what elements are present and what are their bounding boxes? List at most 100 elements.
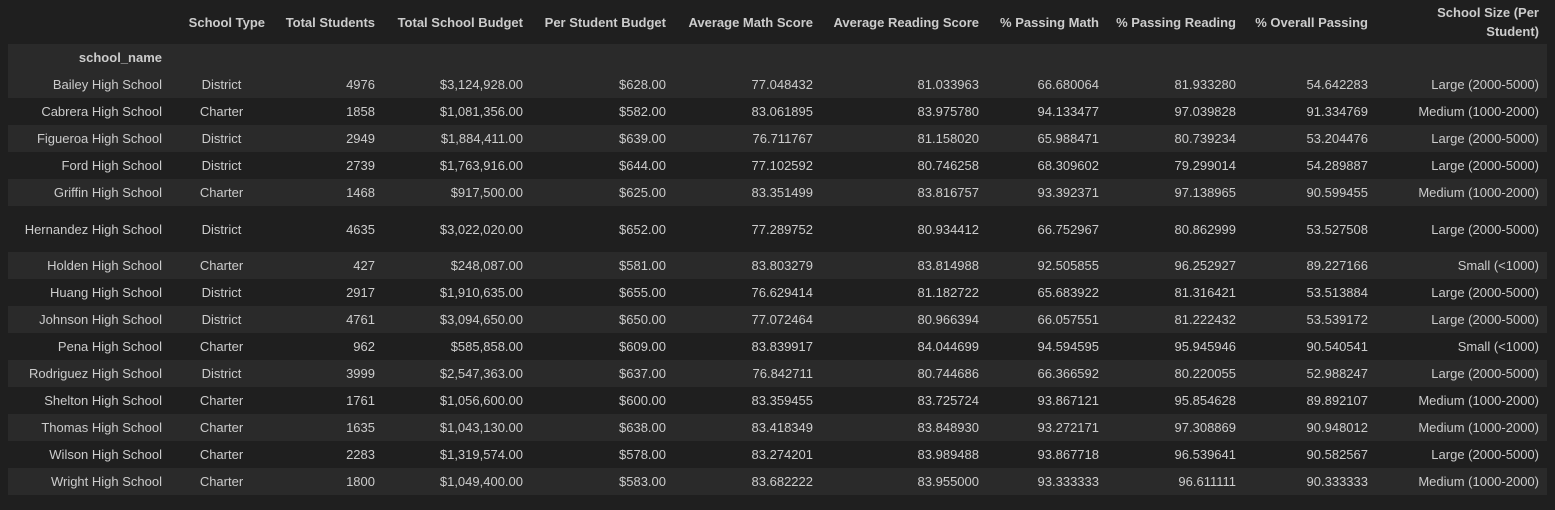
row-index-school-name: Wright High School xyxy=(50,474,162,489)
row-index-school-name: Cabrera High School xyxy=(41,104,162,119)
table-cell: District xyxy=(201,285,242,300)
table-cell: 80.934412 xyxy=(917,221,979,237)
table-cell: 76.629414 xyxy=(751,285,813,300)
table-cell: 96.252927 xyxy=(1174,258,1236,273)
column-header: Total Students xyxy=(285,14,375,30)
table-cell: 65.683922 xyxy=(1037,285,1099,300)
table-cell: $3,022,020.00 xyxy=(439,221,523,237)
table-cell: 2917 xyxy=(346,285,375,300)
table-row: Bailey High School District 4976 $3,124,928… xyxy=(8,71,1547,98)
table-row: Thomas High School Charter 1635 $1,043,130.… xyxy=(8,414,1547,441)
table-cell: 95.854628 xyxy=(1174,393,1236,408)
table-cell: Large (2000-5000) xyxy=(1431,312,1539,327)
table-row: Wright High School Charter 1800 $1,049,400.… xyxy=(8,468,1547,495)
table-cell: $638.00 xyxy=(619,420,666,435)
table-cell: 80.744686 xyxy=(917,366,979,381)
row-index-school-name: Wilson High School xyxy=(49,447,162,462)
table-cell: $248,087.00 xyxy=(450,258,523,273)
table-cell: $609.00 xyxy=(619,339,666,354)
column-header: Per Student Budget xyxy=(544,14,666,30)
table-cell: $1,043,130.00 xyxy=(439,420,523,435)
column-header: Average Reading Score xyxy=(833,14,979,30)
table-cell: 66.057551 xyxy=(1037,312,1099,327)
table-cell: $3,124,928.00 xyxy=(439,77,523,92)
table-cell: 84.044699 xyxy=(917,339,979,354)
table-cell: Large (2000-5000) xyxy=(1431,447,1539,462)
table-cell: 66.680064 xyxy=(1037,77,1099,92)
table-cell: 83.989488 xyxy=(917,447,979,462)
table-cell: 53.527508 xyxy=(1306,221,1368,237)
table-cell: 53.204476 xyxy=(1306,131,1368,146)
table-cell: 93.867121 xyxy=(1037,393,1099,408)
table-cell: Medium (1000-2000) xyxy=(1418,420,1539,435)
dataframe-output: School Type Total Students Total School … xyxy=(8,0,1547,495)
table-row: Figueroa High School District 2949 $1,884,4… xyxy=(8,125,1547,152)
table-cell: 90.948012 xyxy=(1306,420,1368,435)
table-cell: 54.642283 xyxy=(1306,77,1368,92)
table-cell: 95.945946 xyxy=(1174,339,1236,354)
table-cell: 1468 xyxy=(346,185,375,200)
table-cell: 90.540541 xyxy=(1306,339,1368,354)
table-row: Ford High School District 2739 $1,763,916.0… xyxy=(8,152,1547,179)
table-cell: 54.289887 xyxy=(1306,158,1368,173)
table-cell: 1858 xyxy=(346,104,375,119)
table-cell: 81.033963 xyxy=(917,77,979,92)
table-cell: $3,094,650.00 xyxy=(439,312,523,327)
table-cell: $1,910,635.00 xyxy=(439,285,523,300)
table-cell: District xyxy=(201,77,242,92)
table-cell: Large (2000-5000) xyxy=(1431,285,1539,300)
table-cell: 1635 xyxy=(346,420,375,435)
row-index-school-name: Shelton High School xyxy=(44,393,162,408)
table-cell: 83.725724 xyxy=(917,393,979,408)
row-index-school-name: Figueroa High School xyxy=(36,131,162,146)
table-cell: $917,500.00 xyxy=(450,185,523,200)
table-cell: 83.816757 xyxy=(917,185,979,200)
table-cell: 94.133477 xyxy=(1037,104,1099,119)
table-cell: $1,763,916.00 xyxy=(439,158,523,173)
table-cell: 962 xyxy=(353,339,375,354)
table-cell: 90.599455 xyxy=(1306,185,1368,200)
table-cell: 4761 xyxy=(346,312,375,327)
table-cell: 97.138965 xyxy=(1174,185,1236,200)
table-cell: $637.00 xyxy=(619,366,666,381)
table-cell: Large (2000-5000) xyxy=(1431,131,1539,146)
table-cell: 83.803279 xyxy=(751,258,813,273)
table-cell: 68.309602 xyxy=(1037,158,1099,173)
table-cell: Medium (1000-2000) xyxy=(1418,104,1539,119)
table-cell: District xyxy=(201,366,242,381)
table-cell: Charter xyxy=(199,185,244,200)
column-header: Average Math Score xyxy=(688,14,813,30)
table-cell: Large (2000-5000) xyxy=(1431,158,1539,173)
table-cell: 83.359455 xyxy=(751,393,813,408)
table-cell: 66.366592 xyxy=(1037,366,1099,381)
column-header: % Overall Passing xyxy=(1255,14,1368,30)
table-cell: 80.862999 xyxy=(1174,221,1236,237)
table-cell: Charter xyxy=(199,339,244,354)
table-cell: 83.061895 xyxy=(751,104,813,119)
index-corner xyxy=(8,0,170,44)
table-cell: 79.299014 xyxy=(1174,158,1236,173)
table-cell: 77.072464 xyxy=(751,312,813,327)
column-header: % Passing Reading xyxy=(1116,14,1236,30)
table-cell: 91.334769 xyxy=(1306,104,1368,119)
table-cell: 53.539172 xyxy=(1306,312,1368,327)
index-name: school_name xyxy=(8,44,170,71)
table-cell: 77.048432 xyxy=(751,77,813,92)
table-cell: $1,049,400.00 xyxy=(439,474,523,489)
table-cell: 66.752967 xyxy=(1037,221,1099,237)
table-cell: Large (2000-5000) xyxy=(1431,77,1539,92)
table-cell: Large (2000-5000) xyxy=(1431,221,1539,237)
table-cell: $600.00 xyxy=(619,393,666,408)
table-cell: $1,056,600.00 xyxy=(439,393,523,408)
table-row: Johnson High School District 4761 $3,094,65… xyxy=(8,306,1547,333)
table-cell: 4976 xyxy=(346,77,375,92)
table-cell: Charter xyxy=(199,474,244,489)
table-cell: Charter xyxy=(199,447,244,462)
row-index-school-name: Huang High School xyxy=(49,285,162,300)
row-index-school-name: Hernandez High School xyxy=(24,221,162,237)
table-cell: 81.222432 xyxy=(1174,312,1236,327)
table-cell: 80.966394 xyxy=(917,312,979,327)
table-row: Cabrera High School Charter 1858 $1,081,356… xyxy=(8,98,1547,125)
table-header: School Type Total Students Total School … xyxy=(8,0,1547,71)
row-index-school-name: Thomas High School xyxy=(41,420,162,435)
